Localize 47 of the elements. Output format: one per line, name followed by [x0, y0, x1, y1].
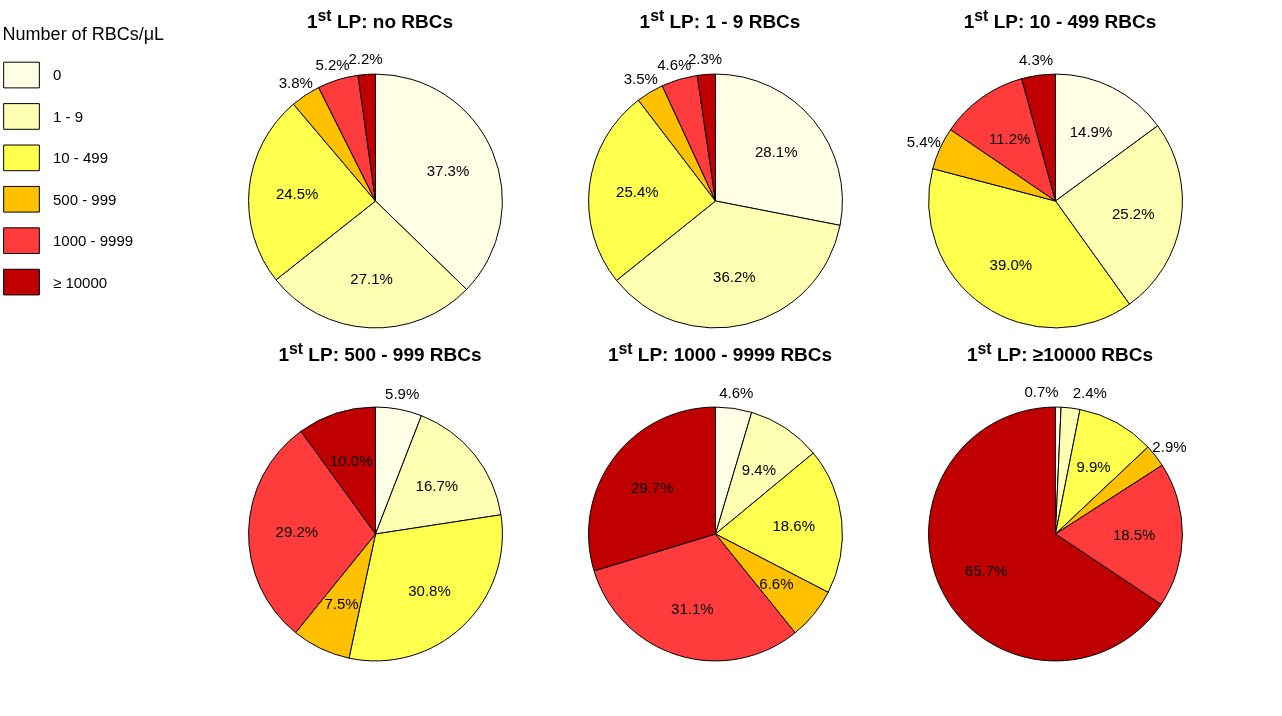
data-label: 11.2%: [988, 129, 1031, 147]
data-label: 37.3%: [426, 162, 470, 180]
chart-title: 1$^{st}$ LP: 1 - 9 RBCs: [639, 6, 801, 35]
data-label: 25.2%: [1111, 204, 1155, 222]
data-label: 9.4%: [741, 460, 777, 478]
data-label: 14.9%: [1069, 123, 1113, 141]
data-label: 2.9%: [1152, 437, 1187, 455]
data-label: 6.6%: [759, 574, 794, 592]
data-label: 2.4%: [1072, 384, 1107, 402]
data-label: 16.7%: [415, 476, 459, 494]
chart-title: 1$^{st}$ LP: 500 - 999 RBCs: [278, 339, 482, 368]
chart-title: 1$^{st}$ LP: 10 - 499 RBCs: [963, 6, 1157, 35]
chart-title: 1$^{st}$ LP: 1000 - 9999 RBCs: [607, 339, 833, 368]
data-label: 4.3%: [1018, 51, 1054, 69]
data-label: 2.2%: [348, 50, 383, 68]
data-label: 29.2%: [275, 523, 319, 541]
data-label: 18.6%: [772, 517, 816, 535]
data-label: 24.5%: [275, 184, 319, 202]
legend-label: 10 - 499: [53, 149, 109, 167]
data-label: 0.7%: [1024, 383, 1059, 401]
data-label: 9.9%: [1076, 457, 1111, 475]
chart-title: 1$^{st}$ LP: ≥10000 RBCs: [966, 339, 1154, 368]
legend-label: ≥ 10000: [53, 273, 108, 291]
legend-label: 500 - 999: [53, 190, 117, 208]
legend-label: 1000 - 9999: [53, 232, 134, 250]
data-label: 3.5%: [623, 70, 658, 88]
data-label: 3.8%: [278, 73, 313, 91]
data-label: 5.2%: [315, 56, 350, 74]
data-label: 36.2%: [713, 267, 756, 285]
data-label: 10.0%: [329, 451, 373, 469]
data-label: 5.9%: [385, 385, 420, 403]
data-label: 7.5%: [324, 595, 359, 613]
data-label: 29.7%: [631, 479, 674, 497]
data-label: 65.7%: [964, 562, 1008, 580]
legend-title: Number of RBCs/μL: [2, 23, 165, 44]
data-label: 28.1%: [754, 143, 798, 161]
data-label: 5.4%: [906, 133, 941, 151]
data-label: 25.4%: [616, 183, 659, 201]
data-label: 27.1%: [350, 269, 393, 287]
data-label: 30.8%: [408, 581, 451, 599]
chart-title: 1$^{st}$ LP: no RBCs: [306, 6, 454, 35]
legend-label: 0: [53, 66, 62, 84]
data-label: 31.1%: [671, 599, 714, 617]
data-label: 4.6%: [719, 384, 754, 402]
data-label: 18.5%: [1112, 526, 1156, 544]
data-label: 39.0%: [989, 256, 1033, 274]
legend-label: 1 - 9: [53, 107, 84, 125]
